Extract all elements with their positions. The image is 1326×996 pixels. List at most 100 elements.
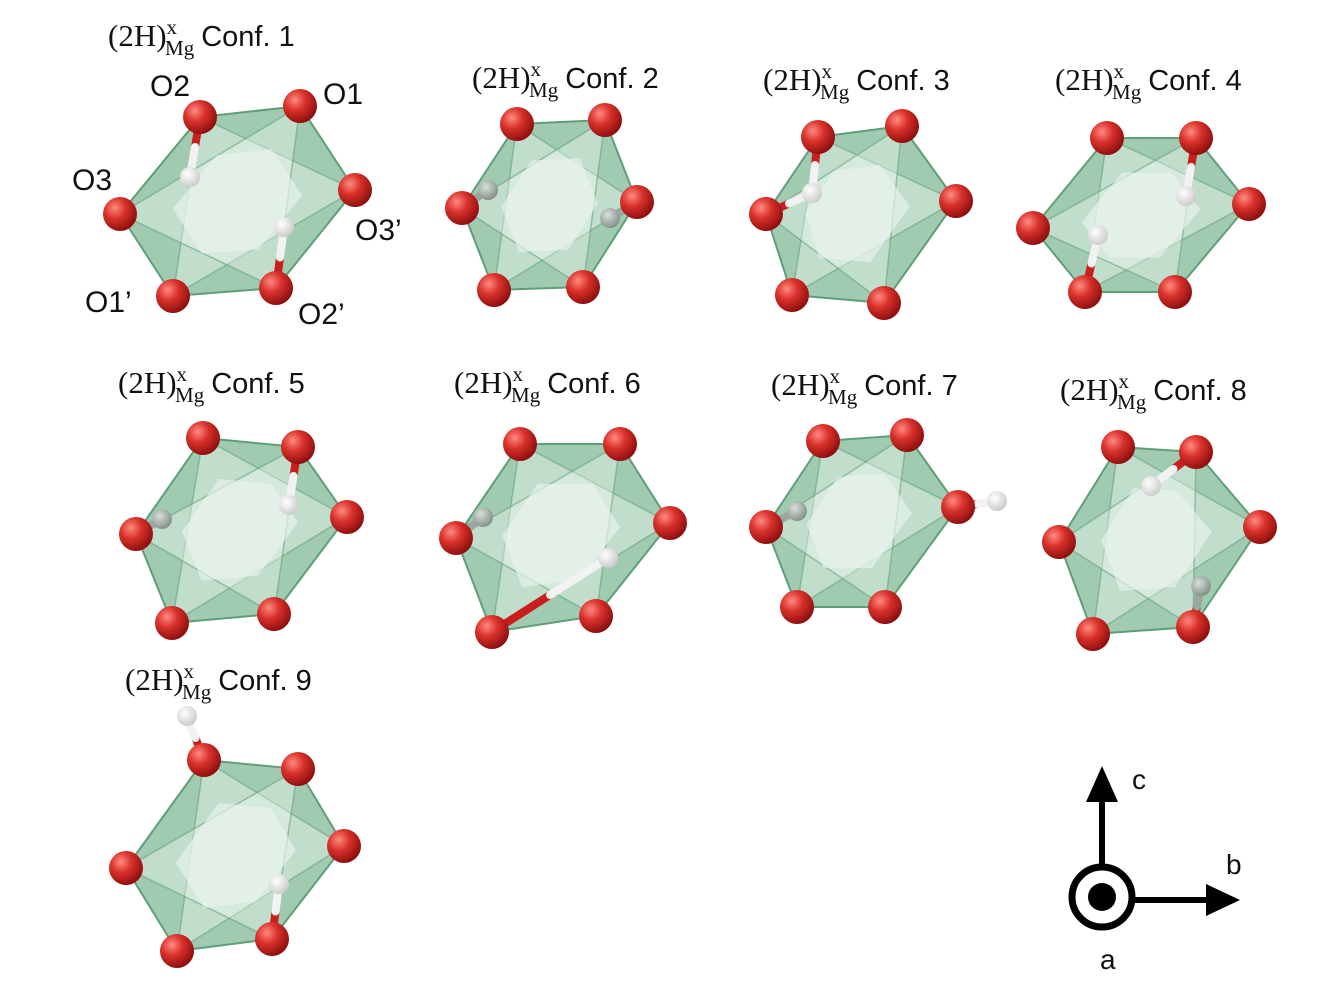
hydrogen-atom [598, 548, 618, 568]
oxygen-atom [283, 89, 317, 123]
oxygen-atom [500, 107, 534, 141]
oxygen-atom [477, 273, 511, 307]
conf-label-8: (2H)x Mg Conf. 8 [1060, 369, 1247, 414]
oxygen-atom [806, 424, 840, 458]
conf-label-9: (2H)x Mg Conf. 9 [125, 659, 312, 704]
oxygen-atom [1232, 187, 1266, 221]
oxygen-atom [1101, 430, 1135, 464]
c-axis-label: c [1132, 764, 1146, 795]
octahedron-highlight [805, 165, 910, 263]
hydrogen-atom [787, 501, 807, 521]
oxygen-atom [941, 490, 975, 524]
hydrogen-atom [987, 491, 1007, 511]
octahedron-conf-1 [103, 89, 372, 313]
oxygen-atom [119, 517, 153, 551]
oxygen-atom [183, 100, 217, 134]
conf-label-6: (2H)x Mg Conf. 6 [454, 362, 641, 407]
hydrogen-atom [152, 509, 172, 529]
octahedron-highlight [502, 483, 621, 588]
octahedron-highlight [501, 158, 598, 252]
oxygen-atom [330, 500, 364, 534]
oxygen-atom [749, 197, 783, 231]
oh-bond [546, 554, 612, 599]
oxygen-atom [588, 103, 622, 137]
octahedron-conf-3 [749, 109, 973, 320]
oxygen-atom [281, 752, 315, 786]
oxygen-atom [1068, 275, 1102, 309]
hydrogen-atom [1088, 225, 1108, 245]
oxygen-atom [1090, 121, 1124, 155]
oxygen-atom [257, 597, 291, 631]
oxygen-atom [603, 427, 637, 461]
a-axis-dot [1088, 883, 1116, 911]
axis-indicator: c b a [1068, 764, 1242, 975]
oxygen-atom [327, 829, 361, 863]
octahedron-conf-8 [1042, 430, 1277, 651]
oxygen-atom [1042, 525, 1076, 559]
hydrogen-atom [180, 167, 200, 187]
oxygen-atom [156, 279, 190, 313]
oxygen-atom [868, 590, 902, 624]
conf-label-7: (2H)x Mg Conf. 7 [771, 364, 958, 409]
oxygen-atom [503, 427, 537, 461]
oxygen-atom [801, 120, 835, 154]
oxygen-atom [1158, 275, 1192, 309]
oxygen-atom [255, 922, 289, 956]
octahedron-highlight [172, 149, 303, 254]
oxygen-atom [109, 851, 143, 885]
oxygen-atom [160, 934, 194, 968]
oxygen-atom [186, 421, 220, 455]
oxygen-atom [281, 430, 315, 464]
octahedron-conf-7 [749, 418, 1007, 624]
octahedron-highlight [1081, 172, 1201, 258]
conf-label-2: (2H)x Mg Conf. 2 [472, 57, 659, 102]
oxygen-atom [579, 599, 613, 633]
hydrogen-atom [802, 183, 822, 203]
oxygen-atom [439, 521, 473, 555]
oxygen-label-1: O2 [150, 70, 190, 103]
conf-label-3: (2H)x Mg Conf. 3 [763, 59, 950, 104]
oxygen-atom [890, 418, 924, 452]
octahedron-highlight [182, 478, 299, 581]
oxygen-atom [620, 185, 654, 219]
oxygen-atom [155, 606, 189, 640]
octahedron-conf-4 [1016, 121, 1266, 309]
oxygen-atom [1076, 617, 1110, 651]
oxygen-atom [1016, 211, 1050, 245]
hydrogen-atom [177, 706, 197, 726]
oxygen-labels: O2 O1 O3 O3’ O1’ O2’ [72, 70, 402, 331]
oxygen-atom [1176, 610, 1210, 644]
oxygen-label-3: O3 [72, 164, 112, 197]
octahedron-highlight [806, 473, 913, 569]
conf-label-5: (2H)x Mg Conf. 5 [118, 362, 305, 407]
hydrogen-atom [473, 507, 493, 527]
oxygen-atom [867, 286, 901, 320]
oxygen-atom [338, 173, 372, 207]
oxygen-atom [566, 270, 600, 304]
hydrogen-atom [1176, 186, 1196, 206]
oxygen-atom [775, 278, 809, 312]
oxygen-atom [475, 615, 509, 649]
octahedron-conf-9 [109, 706, 361, 968]
oxygen-atom [653, 506, 687, 540]
oxygen-label-4: O3’ [355, 214, 402, 247]
b-axis-label: b [1226, 849, 1242, 880]
hydrogen-atom [1141, 476, 1161, 496]
b-axis-arrowhead [1206, 884, 1240, 916]
oxygen-atom [780, 590, 814, 624]
oxygen-atom [259, 271, 293, 305]
oxygen-atom [1179, 435, 1213, 469]
oxygen-atom [1243, 510, 1277, 544]
hydrogen-atom [478, 180, 498, 200]
octahedron-conf-5 [119, 421, 364, 640]
oxygen-label-5: O1’ [85, 286, 132, 319]
hydrogen-atom [1191, 576, 1211, 596]
hydrogen-atom [269, 874, 289, 894]
octahedron-highlight [1101, 488, 1212, 591]
octahedron-conf-2 [445, 103, 654, 307]
c-axis-arrowhead [1086, 766, 1118, 802]
oxygen-atom [445, 191, 479, 225]
hydrogen-atom [600, 208, 620, 228]
octahedron-conf-6 [439, 427, 687, 649]
